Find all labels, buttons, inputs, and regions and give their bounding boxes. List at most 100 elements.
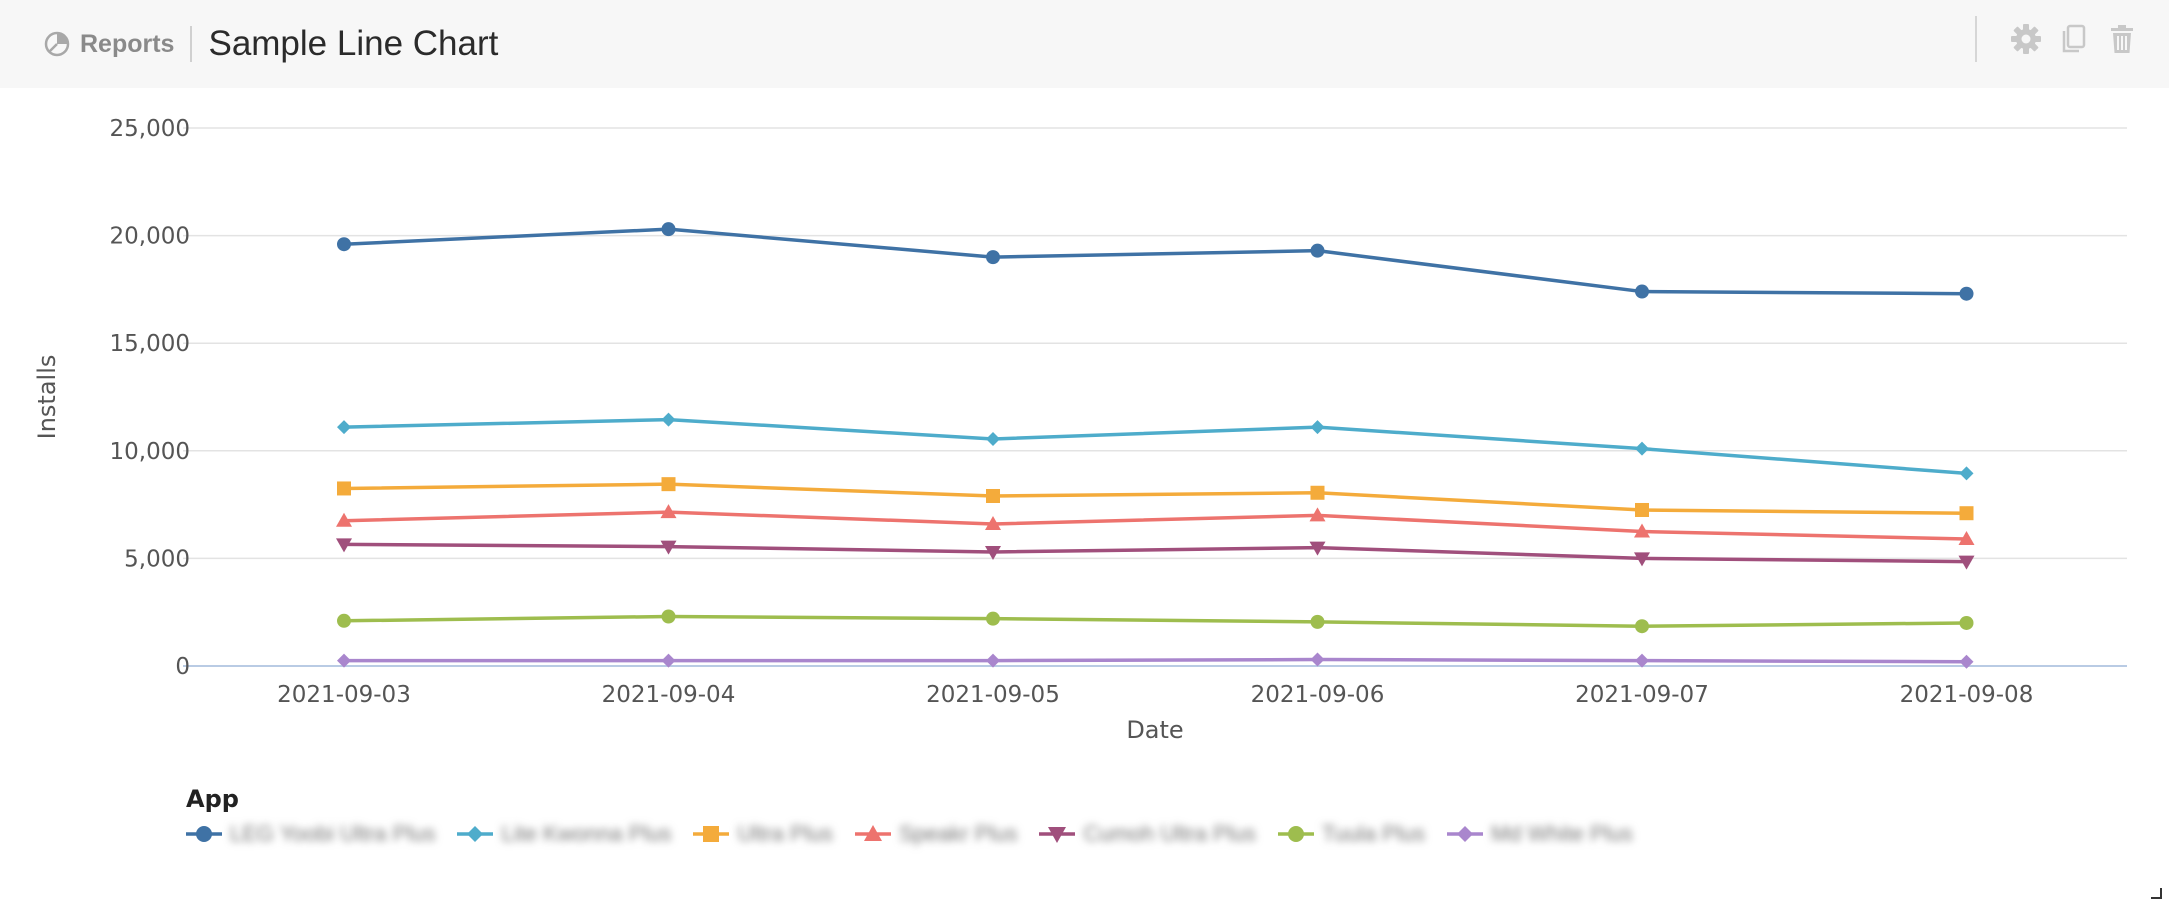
copy-icon [2062, 24, 2086, 53]
data-point [1309, 541, 1326, 556]
x-axis-title: Date [1126, 716, 1183, 744]
y-tick-label: 5,000 [124, 546, 190, 572]
data-point [985, 545, 1001, 560]
duplicate-button[interactable] [2057, 22, 2091, 56]
legend-label: Ultra Plus [737, 821, 833, 846]
data-point [1310, 243, 1325, 258]
data-point [661, 412, 676, 427]
data-point [661, 653, 676, 668]
x-tick-label: 2021-09-03 [277, 682, 411, 708]
data-point [660, 540, 677, 555]
breadcrumb-reports-link[interactable]: Reports [80, 29, 175, 58]
data-point [1310, 652, 1325, 667]
data-point [1310, 614, 1325, 629]
data-point [1635, 653, 1649, 668]
data-point [1959, 466, 1974, 481]
series-line-5 [343, 542, 1967, 564]
breadcrumb-divider [190, 26, 193, 62]
legend-item[interactable]: Speakr Plus [854, 821, 1018, 847]
data-point [986, 611, 1000, 626]
data-point [337, 653, 351, 668]
y-tick-label: 20,000 [110, 224, 190, 250]
data-point [1635, 441, 1649, 456]
data-point [1635, 284, 1649, 299]
legend-item[interactable]: Lite Kwonna Plus [457, 821, 671, 847]
data-point [337, 613, 351, 628]
legend-marker-icon [1039, 827, 1076, 843]
legend-marker-icon [1277, 826, 1314, 842]
data-point [1959, 286, 1974, 301]
legend-label: LEG Yoobi Ultra Plus [230, 821, 436, 846]
data-point [661, 609, 676, 624]
legend-label: Cumoh Ultra Plus [1083, 821, 1256, 846]
data-point [1958, 531, 1975, 546]
legend-title: App [186, 785, 239, 813]
data-point [986, 488, 1000, 503]
gear-icon [2011, 24, 2041, 54]
series-line-4 [343, 510, 1967, 541]
legend-marker-icon [854, 825, 891, 841]
line-chart: 0 5,000 10,000 15,000 20,000 25,000 2021-09-03… [33, 116, 2127, 744]
legend-items: LEG Yoobi Ultra Plus Lite Kwonna Plus Ultr… [186, 821, 1655, 847]
data-point [1958, 555, 1975, 570]
header-bar: Reports Sample Line Chart [0, 0, 2169, 88]
legend-marker-icon [186, 826, 222, 842]
data-point [986, 250, 1000, 265]
resize-handle-icon[interactable] [2149, 886, 2163, 900]
data-point [337, 237, 351, 252]
delete-button[interactable] [2105, 22, 2139, 56]
legend-label: Md White Plus [1490, 821, 1633, 846]
data-point [336, 538, 352, 553]
data-point [337, 481, 351, 496]
y-tick-label: 0 [175, 654, 190, 680]
series-line-3 [343, 482, 1967, 515]
page-title: Sample Line Chart [208, 24, 499, 63]
legend-label: Speakr Plus [898, 821, 1018, 846]
x-tick-label: 2021-09-06 [1251, 682, 1385, 708]
legend-marker-icon [693, 826, 730, 842]
data-point [336, 512, 352, 527]
y-axis-title: Installs [33, 355, 61, 440]
series-line-6 [343, 614, 1967, 628]
data-point [660, 504, 677, 519]
toolbar [1975, 16, 2139, 62]
data-point [337, 420, 351, 435]
legend-item[interactable]: Ultra Plus [693, 821, 833, 847]
legend-item[interactable]: Md White Plus [1446, 821, 1633, 847]
data-point [1635, 502, 1649, 517]
breadcrumb: Reports Sample Line Chart [44, 24, 498, 64]
x-tick-label: 2021-09-05 [926, 682, 1060, 708]
data-point [1635, 619, 1649, 634]
y-tick-label: 10,000 [110, 439, 190, 465]
series-line-7 [344, 657, 1967, 664]
data-point [661, 222, 676, 237]
data-point [1309, 507, 1326, 522]
legend-label: Tuula Plus [1321, 821, 1425, 846]
data-point [1634, 552, 1650, 567]
data-point [1310, 485, 1325, 500]
series-line-1 [343, 227, 1967, 296]
data-point [661, 477, 676, 492]
legend-item[interactable]: LEG Yoobi Ultra Plus [186, 821, 435, 847]
legend-label: Lite Kwonna Plus [501, 821, 672, 846]
y-tick-label: 25,000 [110, 116, 190, 142]
legend-item[interactable]: Tuula Plus [1277, 821, 1425, 847]
legend: App LEG Yoobi Ultra Plus Lite Kwonna Plus… [186, 785, 1655, 847]
x-tick-label: 2021-09-08 [1900, 682, 2034, 708]
x-tick-label: 2021-09-07 [1575, 682, 1709, 708]
legend-marker-icon [457, 826, 494, 842]
y-tick-label: 15,000 [110, 331, 190, 357]
data-point [1310, 420, 1325, 435]
data-point [1959, 615, 1974, 630]
settings-button[interactable] [2009, 22, 2043, 56]
data-point [985, 515, 1001, 530]
pie-chart-icon [44, 31, 70, 57]
series-line-2 [343, 417, 1967, 476]
data-point [986, 653, 1000, 668]
data-point [1959, 654, 1974, 669]
legend-item[interactable]: Cumoh Ultra Plus [1039, 821, 1256, 847]
data-point [986, 431, 1000, 446]
data-point [1959, 506, 1974, 521]
trash-icon [2111, 25, 2133, 53]
legend-marker-icon [1446, 826, 1483, 842]
